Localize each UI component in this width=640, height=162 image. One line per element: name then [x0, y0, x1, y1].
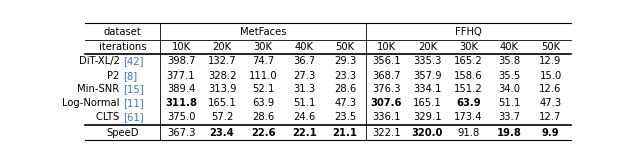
Text: 50K: 50K: [336, 42, 355, 52]
Text: 307.6: 307.6: [371, 98, 402, 108]
Text: 389.4: 389.4: [167, 84, 195, 94]
Text: 35.8: 35.8: [499, 56, 520, 66]
Text: 27.3: 27.3: [293, 71, 316, 81]
Text: 30K: 30K: [253, 42, 273, 52]
Text: 357.9: 357.9: [413, 71, 442, 81]
Text: 377.1: 377.1: [166, 71, 195, 81]
Text: 10K: 10K: [377, 42, 396, 52]
Text: 34.0: 34.0: [499, 84, 520, 94]
Text: FFHQ: FFHQ: [455, 27, 482, 37]
Text: 367.3: 367.3: [167, 128, 195, 138]
Text: [15]: [15]: [123, 84, 143, 94]
Text: 356.1: 356.1: [372, 56, 401, 66]
Text: 23.4: 23.4: [210, 128, 234, 138]
Text: iterations: iterations: [99, 42, 147, 52]
Text: 376.3: 376.3: [372, 84, 401, 94]
Text: 151.2: 151.2: [454, 84, 483, 94]
Text: 91.8: 91.8: [457, 128, 479, 138]
Text: 132.7: 132.7: [208, 56, 236, 66]
Text: 368.7: 368.7: [372, 71, 401, 81]
Text: 63.9: 63.9: [252, 98, 275, 108]
Text: 313.9: 313.9: [208, 84, 236, 94]
Text: Log-Normal: Log-Normal: [62, 98, 123, 108]
Text: 335.3: 335.3: [413, 56, 442, 66]
Text: Min-SNR: Min-SNR: [77, 84, 123, 94]
Text: 12.9: 12.9: [540, 56, 562, 66]
Text: 15.0: 15.0: [540, 71, 562, 81]
Text: 51.1: 51.1: [499, 98, 521, 108]
Text: 63.9: 63.9: [456, 98, 481, 108]
Text: 51.1: 51.1: [293, 98, 316, 108]
Text: [61]: [61]: [123, 112, 143, 122]
Text: 165.1: 165.1: [208, 98, 236, 108]
Text: CLTS: CLTS: [97, 112, 123, 122]
Text: 9.9: 9.9: [541, 128, 559, 138]
Text: 30K: 30K: [459, 42, 478, 52]
Text: 10K: 10K: [172, 42, 191, 52]
Text: 28.6: 28.6: [334, 84, 356, 94]
Text: 35.5: 35.5: [499, 71, 520, 81]
Text: [11]: [11]: [123, 98, 143, 108]
Text: MetFaces: MetFaces: [240, 27, 286, 37]
Text: 23.5: 23.5: [334, 112, 356, 122]
Text: 375.0: 375.0: [167, 112, 195, 122]
Text: 19.8: 19.8: [497, 128, 522, 138]
Text: 33.7: 33.7: [499, 112, 520, 122]
Text: 311.8: 311.8: [165, 98, 197, 108]
Text: 12.6: 12.6: [540, 84, 562, 94]
Text: 158.6: 158.6: [454, 71, 483, 81]
Text: 21.1: 21.1: [333, 128, 358, 138]
Text: 336.1: 336.1: [372, 112, 401, 122]
Text: 36.7: 36.7: [293, 56, 316, 66]
Text: 398.7: 398.7: [167, 56, 195, 66]
Text: 52.1: 52.1: [252, 84, 275, 94]
Text: 165.2: 165.2: [454, 56, 483, 66]
Text: 31.3: 31.3: [293, 84, 316, 94]
Text: 20K: 20K: [418, 42, 437, 52]
Text: 20K: 20K: [212, 42, 232, 52]
Text: 320.0: 320.0: [412, 128, 443, 138]
Text: 329.1: 329.1: [413, 112, 442, 122]
Text: 74.7: 74.7: [252, 56, 275, 66]
Text: 47.3: 47.3: [540, 98, 561, 108]
Text: 57.2: 57.2: [211, 112, 233, 122]
Text: 47.3: 47.3: [334, 98, 356, 108]
Text: P2: P2: [108, 71, 123, 81]
Text: 334.1: 334.1: [413, 84, 442, 94]
Text: 111.0: 111.0: [249, 71, 278, 81]
Text: dataset: dataset: [104, 27, 141, 37]
Text: 12.7: 12.7: [540, 112, 562, 122]
Text: 40K: 40K: [294, 42, 314, 52]
Text: 50K: 50K: [541, 42, 560, 52]
Text: DiT-XL/2: DiT-XL/2: [79, 56, 123, 66]
Text: 328.2: 328.2: [208, 71, 236, 81]
Text: 23.3: 23.3: [334, 71, 356, 81]
Text: SpeeD: SpeeD: [106, 128, 139, 138]
Text: [8]: [8]: [123, 71, 137, 81]
Text: [42]: [42]: [123, 56, 143, 66]
Text: 40K: 40K: [500, 42, 519, 52]
Text: 165.1: 165.1: [413, 98, 442, 108]
Text: 29.3: 29.3: [334, 56, 356, 66]
Text: 322.1: 322.1: [372, 128, 401, 138]
Text: 173.4: 173.4: [454, 112, 483, 122]
Text: 22.1: 22.1: [292, 128, 317, 138]
Text: 24.6: 24.6: [293, 112, 316, 122]
Text: 22.6: 22.6: [251, 128, 275, 138]
Text: 28.6: 28.6: [252, 112, 275, 122]
